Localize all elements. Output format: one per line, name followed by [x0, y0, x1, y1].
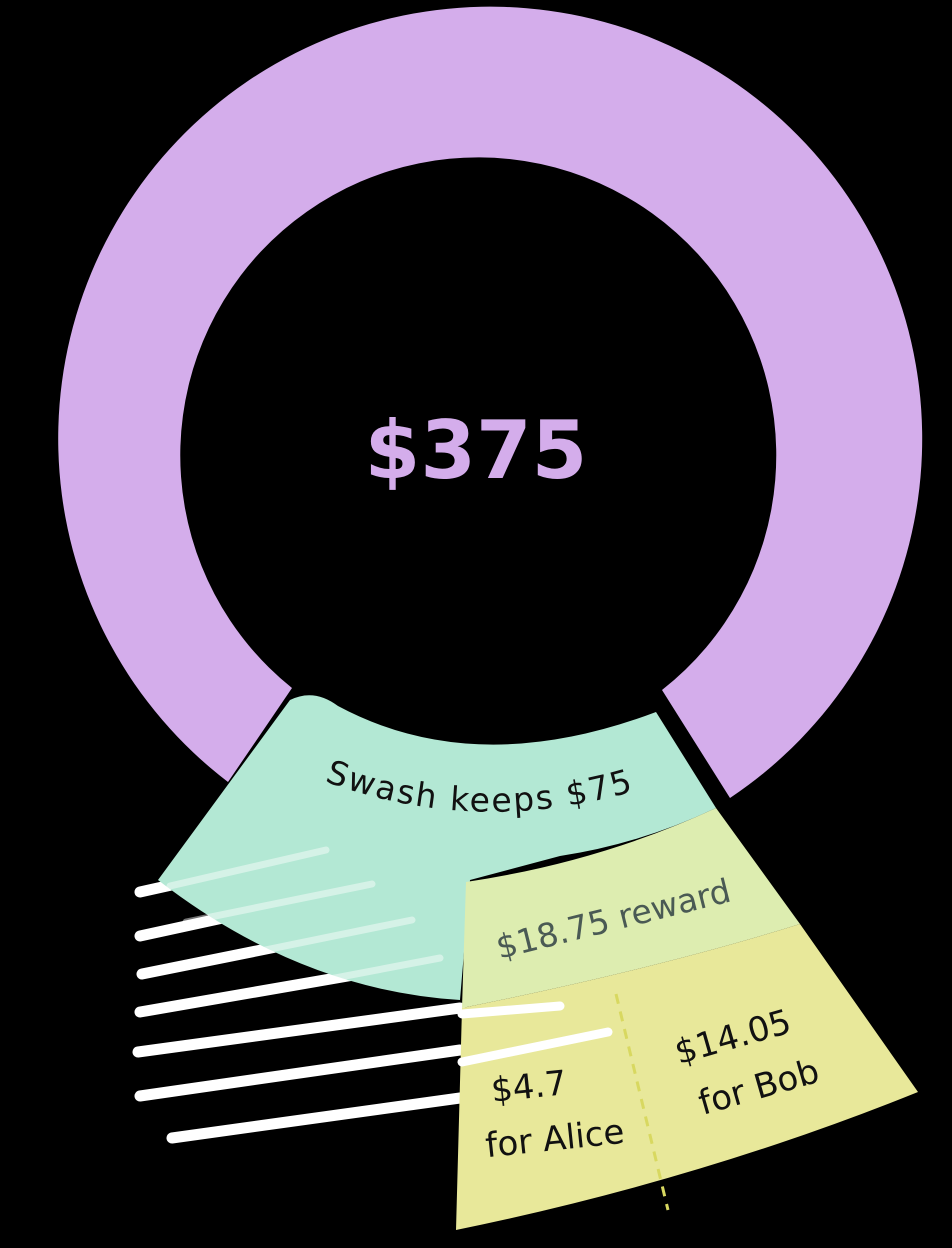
total-label: $375 — [365, 404, 588, 497]
swash-segment — [158, 695, 716, 1000]
alice-amount: $4.7 — [489, 1063, 568, 1111]
alice-bob-divider — [614, 993, 670, 1211]
total-ring — [58, 6, 923, 798]
payout-segment — [456, 924, 918, 1230]
reward-segment — [462, 808, 800, 1008]
mint-overlay-lines — [166, 846, 444, 994]
yellow-overlay-lines — [457, 1001, 613, 1067]
